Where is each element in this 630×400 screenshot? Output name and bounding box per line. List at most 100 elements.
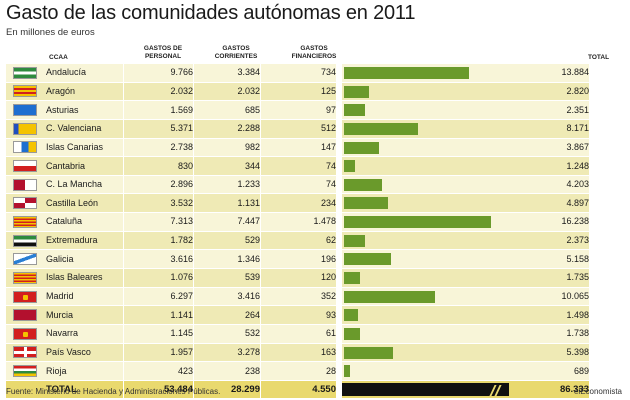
corrientes-value: 532 [193,324,261,344]
total-personal-value: 53.484 [123,380,194,399]
table-row: Islas Baleares 1.076 539 120 1.735 [6,268,589,288]
personal-value: 3.532 [123,193,194,213]
bar-cell [336,287,509,306]
financieros-value: 512 [260,119,339,139]
region-name: Navarra [46,324,124,344]
flag-cell [6,361,46,381]
financieros-value: 147 [260,138,339,157]
financieros-value: 62 [260,231,339,250]
castilla-leon-flag-icon [13,197,37,210]
flag-cell [6,175,46,194]
personal-value: 3.616 [123,249,194,269]
financieros-value: 1.478 [260,212,339,232]
total-value: 1.498 [509,305,589,325]
personal-value: 1.076 [123,268,194,288]
bar-cell [336,380,509,399]
financieros-value: 234 [260,193,339,213]
corrientes-value: 1.346 [193,249,261,269]
corrientes-value: 7.447 [193,212,261,232]
data-table: Andalucía 9.766 3.384 734 13.884 Aragón 2.032 2… [6,64,589,399]
valencia-flag-icon [13,122,37,135]
personal-value: 7.313 [123,212,194,232]
table-row: Cantabria 830 344 74 1.248 [6,156,589,176]
region-name: Galicia [46,249,124,269]
region-name: Aragón [46,82,124,101]
financieros-value: 97 [260,100,339,120]
region-name: Cataluña [46,212,124,232]
total-value: 1.248 [509,156,589,176]
personal-value: 1.957 [123,343,194,362]
bar-cell [336,100,509,120]
total-value: 1.738 [509,324,589,344]
bar-cell [336,249,509,269]
total-bar [344,85,369,98]
financieros-value: 61 [260,324,339,344]
table-row: Castilla León 3.532 1.131 234 4.897 [6,193,589,213]
bar-cell [336,324,509,344]
personal-value: 423 [123,361,194,381]
asturias-flag-icon [13,104,37,117]
corrientes-value: 685 [193,100,261,120]
flag-cell [6,156,46,176]
brand-label: elEconomista [573,387,622,396]
total-bar [344,197,388,210]
total-value: 10.065 [509,287,589,306]
flag-cell [6,305,46,325]
corrientes-value: 1.131 [193,193,261,213]
flag-cell [6,287,46,306]
cataluna-flag-icon [13,215,37,228]
header-total: TOTAL [588,54,610,61]
total-bar [344,365,350,378]
rioja-flag-icon [13,365,37,378]
header-financieros: GASTOS FINANCIEROS [291,45,337,60]
total-bar [344,122,418,135]
total-bar [344,272,360,285]
total-bar [344,160,355,173]
region-name: Asturias [46,100,124,120]
madrid-flag-icon [13,290,37,303]
total-bar [344,141,379,154]
bar-cell [336,138,509,157]
personal-value: 5.371 [123,119,194,139]
extremadura-flag-icon [13,234,37,247]
corrientes-value: 529 [193,231,261,250]
personal-value: 1.145 [123,324,194,344]
corrientes-value: 238 [193,361,261,381]
navarra-flag-icon [13,327,37,340]
total-bar [344,104,365,117]
flag-cell [6,380,46,399]
andalucia-flag-icon [13,66,37,79]
total-bar [344,309,358,322]
table-row: Navarra 1.145 532 61 1.738 [6,324,589,344]
pais-vasco-flag-icon [13,346,37,359]
total-bar [344,327,360,340]
total-value: 5.398 [509,343,589,362]
bar-cell [336,343,509,362]
personal-value: 2.032 [123,82,194,101]
bar-cell [336,305,509,325]
financieros-value: 120 [260,268,339,288]
flag-cell [6,249,46,269]
corrientes-value: 3.416 [193,287,261,306]
flag-cell [6,268,46,288]
table-row: Extremadura 1.782 529 62 2.373 [6,231,589,250]
total-value: 689 [509,361,589,381]
source-note: Fuente: Ministerio de Hacienda y Adminis… [6,387,221,396]
flag-cell [6,324,46,344]
region-name: Extremadura [46,231,124,250]
castilla-la-mancha-flag-icon [13,178,37,191]
financieros-value: 93 [260,305,339,325]
region-name: Rioja [46,361,124,381]
total-label: TOTAL [46,380,124,399]
galicia-flag-icon [13,253,37,266]
corrientes-value: 3.384 [193,64,261,83]
corrientes-value: 344 [193,156,261,176]
region-name: C. La Mancha [46,175,124,194]
table-row: Aragón 2.032 2.032 125 2.820 [6,82,589,101]
total-value: 8.171 [509,119,589,139]
table-row: Asturias 1.569 685 97 2.351 [6,100,589,120]
total-bar [344,67,469,79]
table-row: Rioja 423 238 28 689 [6,361,589,381]
canarias-flag-icon [13,141,37,154]
financieros-value: 125 [260,82,339,101]
